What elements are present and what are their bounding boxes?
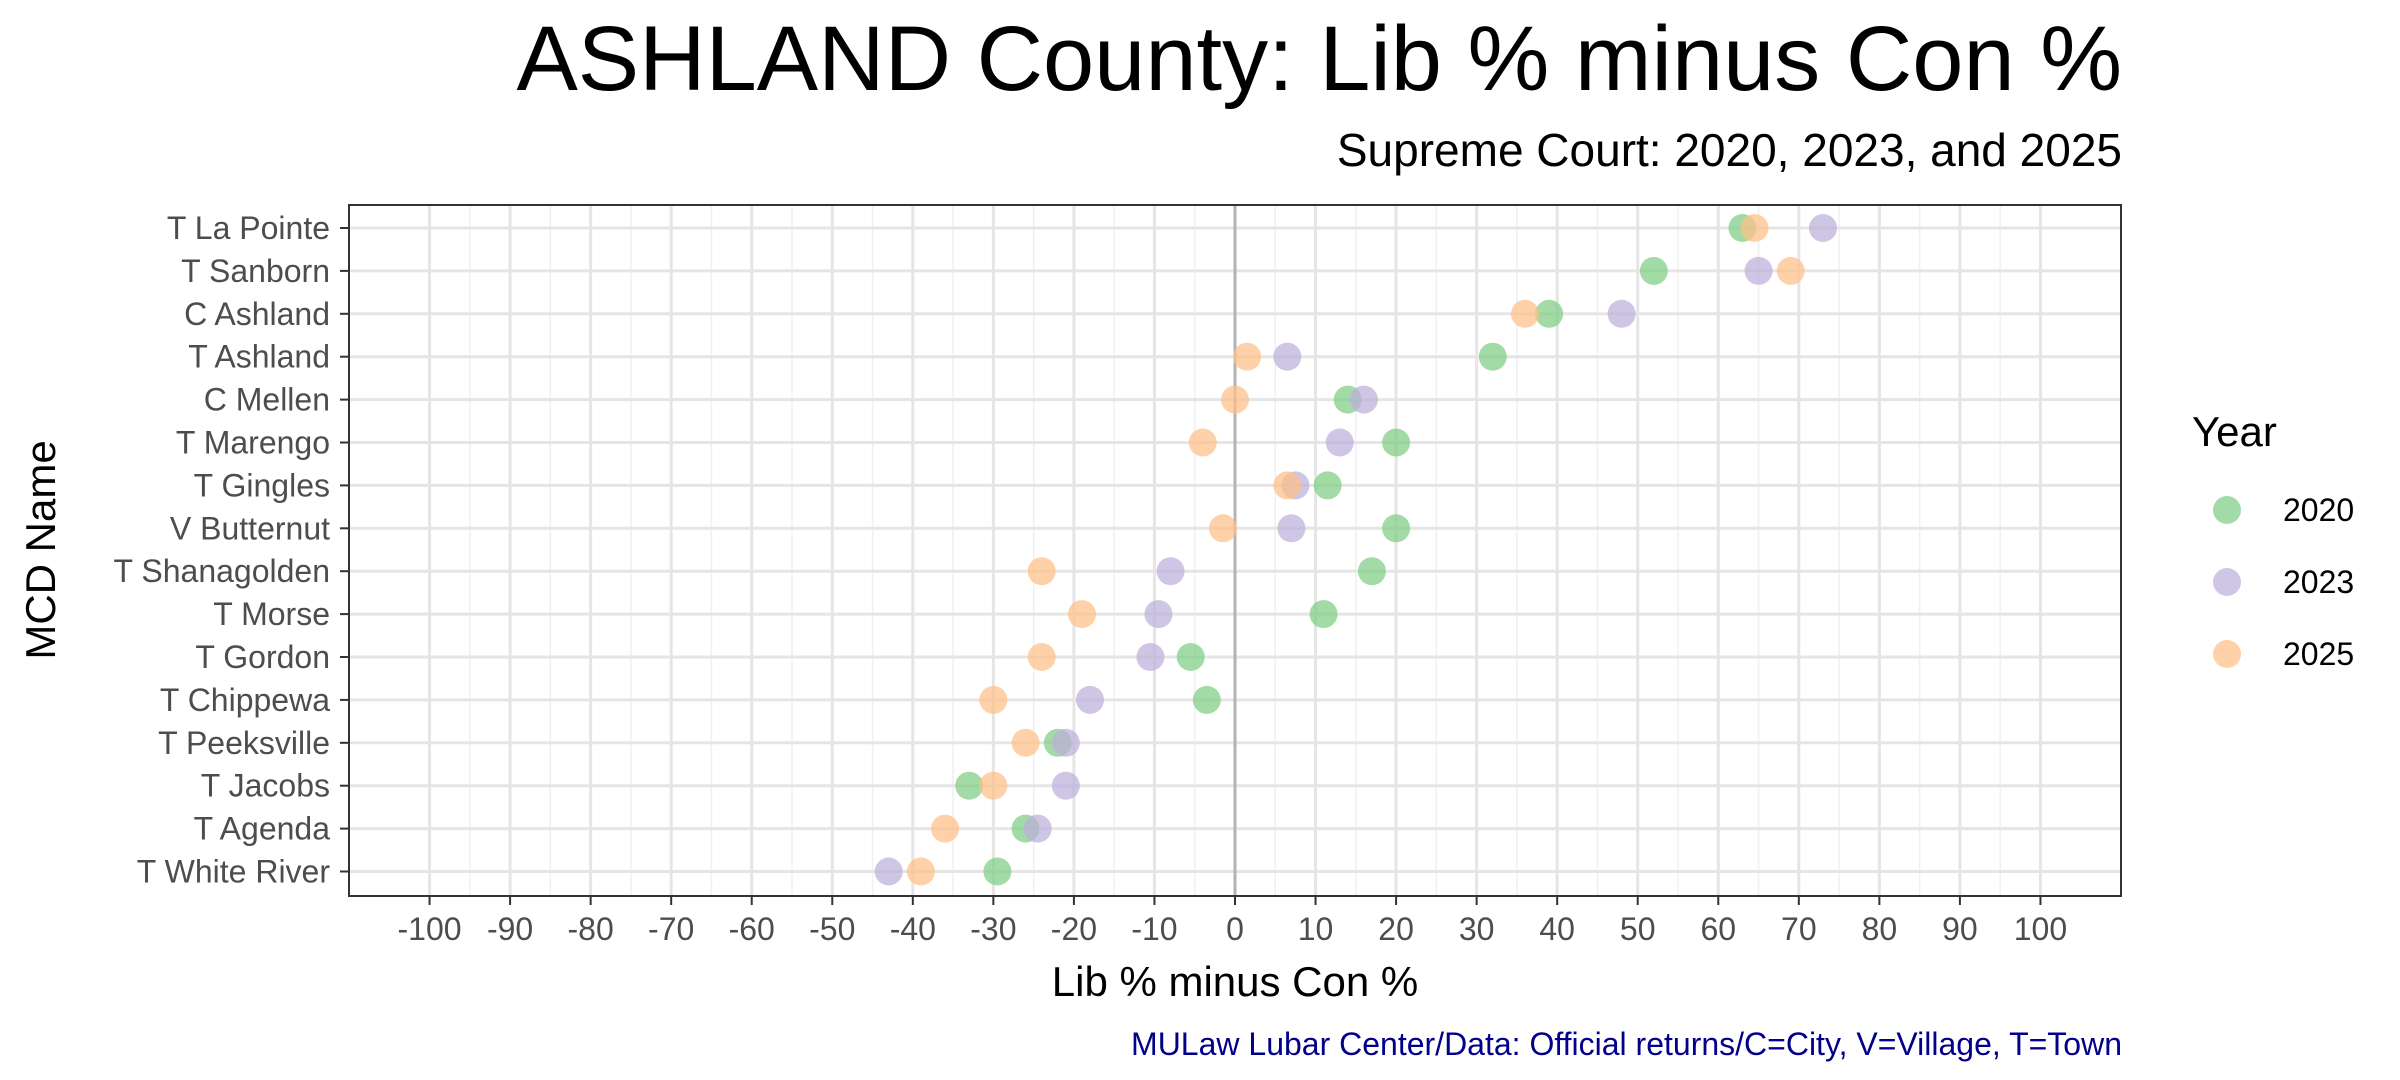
point-2023	[1023, 814, 1052, 843]
x-tick-label: -70	[648, 911, 694, 947]
point-2023	[1156, 557, 1185, 586]
y-tick-label: T Gordon	[195, 639, 330, 675]
x-tick-label: -20	[1051, 911, 1097, 947]
x-tick-label: 100	[2014, 911, 2067, 947]
point-2025	[1208, 514, 1237, 543]
x-tick-label: 80	[1862, 911, 1898, 947]
point-2023	[1349, 385, 1378, 414]
x-tick-label: 10	[1298, 911, 1334, 947]
x-tick-label: 30	[1459, 911, 1495, 947]
point-2025	[1027, 557, 1056, 586]
x-tick-label: -60	[729, 911, 775, 947]
x-tick-label: -80	[568, 911, 614, 947]
point-2020	[1357, 557, 1386, 586]
y-tick-label: T Jacobs	[201, 768, 330, 804]
y-tick-label: T Morse	[213, 596, 330, 632]
point-2025	[1067, 600, 1096, 629]
point-2025	[1510, 299, 1539, 328]
y-tick-label: T Shanagolden	[114, 553, 330, 589]
x-tick-label: -100	[398, 911, 462, 947]
point-2025	[979, 771, 1008, 800]
legend-title: Year	[2192, 408, 2277, 455]
point-2025	[931, 814, 960, 843]
point-2023	[1051, 728, 1080, 757]
point-2023	[1607, 299, 1636, 328]
y-tick-label: T Gingles	[194, 467, 330, 503]
point-2025	[1011, 728, 1040, 757]
point-2023	[1277, 514, 1306, 543]
y-tick-label: T Ashland	[188, 339, 330, 375]
point-2025	[1273, 471, 1302, 500]
y-tick-label: T White River	[137, 854, 331, 890]
point-2025	[979, 685, 1008, 714]
x-tick-label: -90	[487, 911, 533, 947]
point-2025	[1740, 214, 1769, 242]
x-axis-title: Lib % minus Con %	[1052, 958, 1419, 1005]
point-2020	[1478, 342, 1507, 371]
point-2023	[1273, 342, 1302, 371]
x-tick-label: 60	[1700, 911, 1736, 947]
x-tick-label: 0	[1226, 911, 1244, 947]
chart-subtitle: Supreme Court: 2020, 2023, and 2025	[1337, 124, 2122, 176]
point-2020	[1192, 685, 1221, 714]
x-axis: -100 -90 -80 -70 -60 -50 -40 -30 -20 -10 0 10 20 30 40…	[398, 896, 2067, 947]
point-2023	[1744, 256, 1773, 285]
x-tick-label: -50	[809, 911, 855, 947]
chart-title: ASHLAND County: Lib % minus Con %	[516, 8, 2122, 110]
point-2020	[1639, 256, 1668, 285]
y-axis-title: MCD Name	[17, 440, 64, 659]
point-2020	[1313, 471, 1342, 500]
legend-label-2020: 2020	[2283, 492, 2354, 528]
point-2020	[1382, 428, 1411, 457]
x-tick-label: 40	[1539, 911, 1575, 947]
x-tick-label: -40	[890, 911, 936, 947]
point-2020	[1535, 299, 1564, 328]
y-tick-label: C Ashland	[184, 296, 330, 332]
y-tick-label: T Agenda	[194, 811, 331, 847]
x-tick-label: -30	[970, 911, 1016, 947]
chart-caption: MULaw Lubar Center/Data: Official return…	[1131, 1026, 2122, 1062]
legend-key-2023	[2213, 568, 2241, 596]
point-2025	[906, 857, 935, 886]
y-tick-label: V Butternut	[170, 510, 330, 546]
point-2023	[1051, 771, 1080, 800]
point-2020	[955, 771, 984, 800]
y-tick-label: C Mellen	[204, 382, 330, 418]
legend: Year 2020 2023 2025	[2192, 408, 2354, 672]
point-2020	[1309, 600, 1338, 629]
point-2025	[1776, 256, 1805, 285]
y-tick-label: T Peeksville	[158, 725, 330, 761]
point-2020	[1382, 514, 1411, 543]
y-tick-label: T Marengo	[176, 425, 330, 461]
point-2023	[1144, 600, 1173, 629]
legend-key-2025	[2213, 640, 2241, 668]
legend-label-2023: 2023	[2283, 564, 2354, 600]
point-2023	[1076, 685, 1105, 714]
x-tick-label: 70	[1781, 911, 1817, 947]
point-2023	[1136, 643, 1165, 671]
point-2023	[1325, 428, 1354, 457]
x-tick-label: 90	[1942, 911, 1978, 947]
grid-minor	[469, 205, 2001, 896]
legend-label-2025: 2025	[2283, 636, 2354, 672]
legend-key-2020	[2213, 496, 2241, 524]
point-2020	[983, 857, 1012, 886]
point-2025	[1027, 643, 1056, 671]
x-tick-label: 50	[1620, 911, 1656, 947]
y-tick-label: T Sanborn	[181, 253, 330, 289]
x-tick-label: 20	[1378, 911, 1414, 947]
y-tick-label: T La Pointe	[167, 210, 330, 246]
point-2025	[1221, 385, 1249, 414]
data-points	[874, 214, 1837, 886]
point-2025	[1233, 342, 1262, 371]
y-tick-label: T Chippewa	[160, 682, 330, 718]
point-2025	[1188, 428, 1217, 457]
point-2020	[1176, 643, 1205, 671]
point-2023	[1808, 214, 1837, 242]
point-2023	[874, 857, 903, 886]
x-tick-label: -10	[1131, 911, 1177, 947]
y-axis: T La Pointe T Sanborn C Ashland T Ashland C …	[114, 210, 349, 890]
